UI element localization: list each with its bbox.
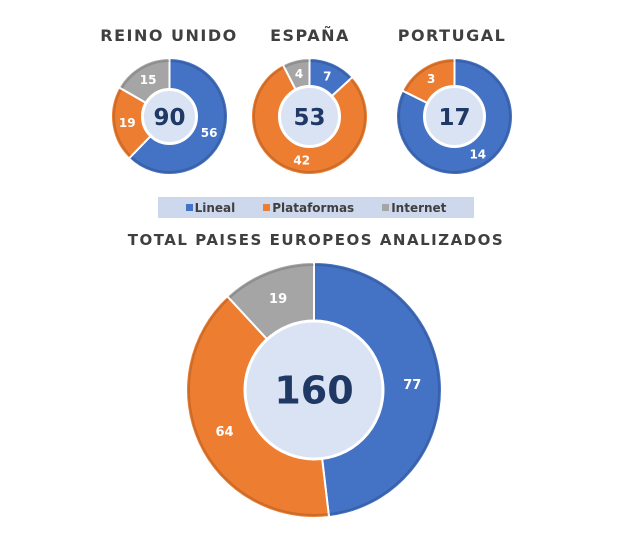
internet-swatch [382,204,390,211]
reino-unido-label-plataformas: 19 [119,116,136,130]
title-total: TOTAL PAISES EUROPEOS ANALIZADOS [127,231,505,249]
total-paises-europeos-analizados-total-value: 160 [274,369,353,413]
reino-unido-total-value: 90 [153,105,185,131]
espana-label-plataformas: 42 [293,153,310,167]
legend-item-internet: Internet [382,201,446,215]
total-paises-europeos-analizados-label-lineal: 77 [403,378,421,393]
title-reino-unido: REINO UNIDO [100,26,238,45]
title-espana: ESPAÑA [270,26,350,45]
donut-total: 77 64 19 160 [185,261,443,519]
legend: Lineal Plataformas Internet [158,197,474,218]
portugal-label-plataformas: 3 [427,72,435,86]
total-paises-europeos-analizados-center [243,319,385,461]
donut-portugal: 14 3 17 [395,57,514,176]
espana-total-value: 53 [293,105,325,131]
espana-center [278,85,341,148]
legend-label-plataformas: Plataformas [272,200,355,215]
espana-label-internet: 4 [295,67,303,81]
espana-slice-internet-bevel [253,60,366,173]
reino-unido-slice-plataformas-bevel [113,60,226,173]
portugal-center [423,85,486,148]
reino-unido-label-lineal: 56 [201,126,218,140]
total-paises-europeos-analizados-label-internet: 19 [269,292,287,307]
portugal-slice-plataformas-bevel [398,60,511,173]
plataformas-swatch [263,204,271,211]
reino-unido-slice-plataformas [110,86,171,160]
portugal-label-lineal: 14 [469,147,486,161]
donut-reino-unido: 56 19 15 90 [110,57,229,176]
legend-label-lineal: Lineal [194,200,236,215]
title-portugal: PORTUGAL [397,26,507,45]
espana-label-lineal: 7 [323,69,331,83]
reino-unido-center [141,88,198,145]
espana-slice-plataformas-bevel [253,60,366,173]
total-paises-europeos-analizados-slice-internet-bevel [188,264,440,516]
total-paises-europeos-analizados-label-plataformas: 64 [215,425,233,440]
legend-label-internet: Internet [391,200,447,215]
legend-item-plataformas: Plataformas [263,201,354,215]
lineal-swatch [185,204,193,211]
reino-unido-label-internet: 15 [140,73,157,87]
portugal-total-value: 17 [438,105,470,131]
total-paises-europeos-analizados-slice-plataformas-bevel [188,264,440,516]
legend-item-lineal: Lineal [185,200,236,215]
donut-espana: 7 42 4 53 [250,57,369,176]
